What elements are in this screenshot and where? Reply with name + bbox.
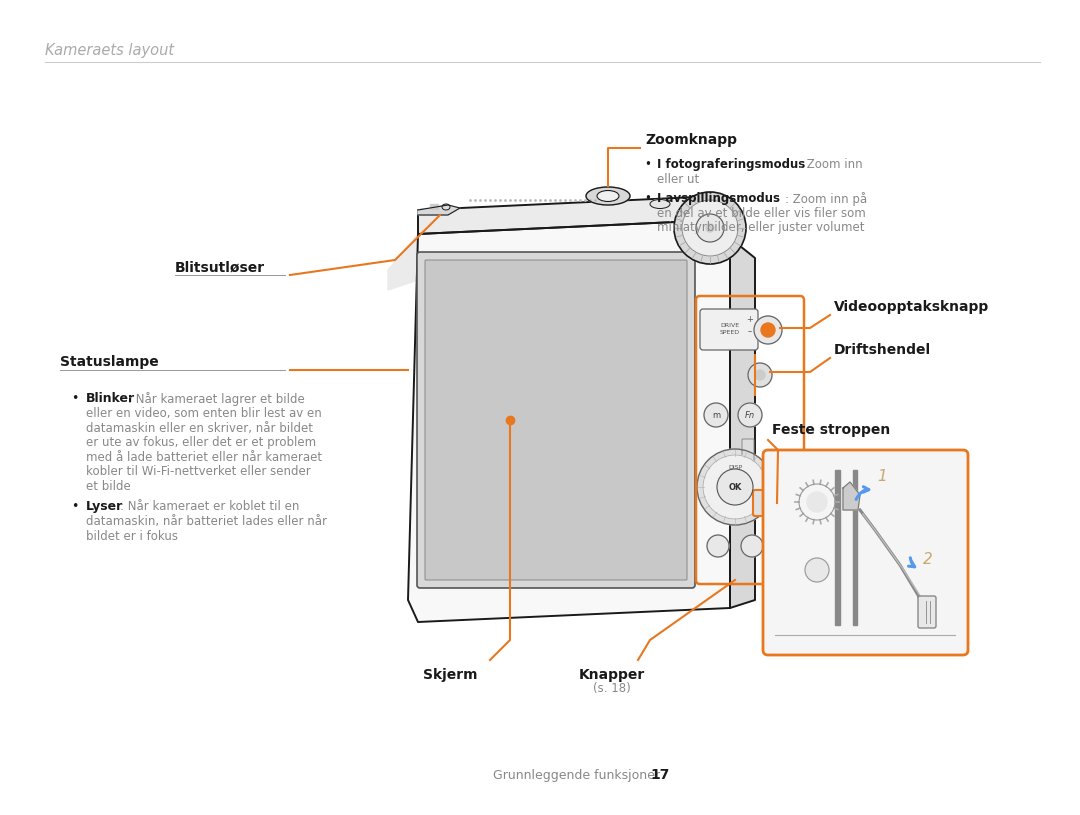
Text: OK: OK	[728, 482, 742, 491]
Text: et bilde: et bilde	[86, 479, 131, 492]
Text: •: •	[72, 500, 83, 513]
Ellipse shape	[586, 187, 630, 205]
Text: •: •	[645, 158, 656, 171]
FancyBboxPatch shape	[742, 439, 754, 486]
Circle shape	[674, 192, 746, 264]
Text: (s. 18): (s. 18)	[593, 682, 631, 695]
Polygon shape	[418, 196, 718, 234]
Text: bildet er i fokus: bildet er i fokus	[86, 530, 178, 543]
Circle shape	[707, 535, 729, 557]
Text: kobler til Wi-Fi-nettverket eller sender: kobler til Wi-Fi-nettverket eller sender	[86, 465, 311, 478]
Text: Fn: Fn	[745, 411, 755, 420]
Circle shape	[741, 535, 762, 557]
Bar	[430, 204, 438, 209]
Circle shape	[805, 558, 829, 582]
Polygon shape	[843, 482, 860, 510]
Text: Statuslampe: Statuslampe	[60, 355, 159, 369]
Text: •: •	[72, 392, 83, 405]
Circle shape	[706, 224, 714, 232]
Text: Feste stroppen: Feste stroppen	[772, 423, 890, 437]
Text: Kameraets layout: Kameraets layout	[45, 43, 174, 58]
Text: : Zoom inn: : Zoom inn	[799, 158, 863, 171]
Text: Knapper: Knapper	[579, 668, 645, 682]
Text: eller en video, som enten blir lest av en: eller en video, som enten blir lest av e…	[86, 407, 322, 420]
Text: miniatyrbilder, eller juster volumet: miniatyrbilder, eller juster volumet	[657, 221, 864, 234]
Text: 17: 17	[650, 768, 670, 782]
Text: m: m	[712, 411, 720, 420]
Text: 1: 1	[877, 469, 887, 483]
Text: Blinker: Blinker	[86, 392, 135, 405]
Text: Lyser: Lyser	[86, 500, 123, 513]
FancyBboxPatch shape	[753, 490, 779, 516]
Text: Grunnleggende funksjoner: Grunnleggende funksjoner	[492, 769, 660, 782]
Ellipse shape	[442, 204, 450, 210]
Circle shape	[738, 403, 762, 427]
Circle shape	[807, 492, 827, 512]
FancyBboxPatch shape	[762, 450, 968, 655]
Polygon shape	[408, 220, 730, 622]
Text: : Når kameraet er koblet til en: : Når kameraet er koblet til en	[120, 500, 299, 513]
Text: I avspillingsmodus: I avspillingsmodus	[657, 192, 780, 205]
Text: SPEED: SPEED	[720, 330, 740, 335]
Bar	[762, 497, 770, 509]
Circle shape	[717, 469, 753, 505]
FancyBboxPatch shape	[426, 260, 687, 580]
Ellipse shape	[650, 200, 670, 209]
Text: –: –	[747, 328, 752, 337]
Ellipse shape	[597, 191, 619, 201]
Circle shape	[704, 403, 728, 427]
Text: : Når kameraet lagrer et bilde: : Når kameraet lagrer et bilde	[129, 392, 305, 406]
Text: Zoomknapp: Zoomknapp	[645, 133, 737, 147]
Polygon shape	[418, 205, 460, 215]
Text: datamaskin, når batteriet lades eller når: datamaskin, når batteriet lades eller nå…	[86, 515, 327, 528]
FancyBboxPatch shape	[700, 309, 758, 350]
Circle shape	[703, 455, 767, 519]
Text: Skjerm: Skjerm	[422, 668, 477, 682]
Text: DISP: DISP	[728, 465, 742, 469]
Circle shape	[761, 323, 775, 337]
Text: eller ut: eller ut	[657, 173, 699, 186]
Text: 2: 2	[923, 553, 933, 567]
Circle shape	[755, 370, 765, 380]
Text: Driftshendel: Driftshendel	[834, 343, 931, 357]
Text: er ute av fokus, eller det er et problem: er ute av fokus, eller det er et problem	[86, 436, 316, 449]
Polygon shape	[730, 238, 755, 608]
Bar	[835, 470, 840, 625]
Bar	[853, 470, 858, 625]
FancyBboxPatch shape	[918, 596, 936, 628]
Circle shape	[681, 200, 738, 256]
Text: I fotograferingsmodus: I fotograferingsmodus	[657, 158, 806, 171]
Circle shape	[754, 316, 782, 344]
Text: Blitsutløser: Blitsutløser	[175, 261, 265, 275]
FancyBboxPatch shape	[417, 252, 696, 588]
Text: en del av et bilde eller vis filer som: en del av et bilde eller vis filer som	[657, 206, 866, 219]
Circle shape	[696, 214, 724, 242]
Text: : Zoom inn på: : Zoom inn på	[785, 192, 867, 206]
Polygon shape	[388, 234, 418, 290]
Text: med å lade batteriet eller når kameraet: med å lade batteriet eller når kameraet	[86, 451, 322, 464]
Text: DRIVE: DRIVE	[720, 323, 739, 328]
Circle shape	[748, 363, 772, 387]
Text: •: •	[645, 192, 656, 205]
Text: Videoopptaksknapp: Videoopptaksknapp	[834, 300, 989, 314]
Text: datamaskin eller en skriver, når bildet: datamaskin eller en skriver, når bildet	[86, 421, 313, 434]
Text: +: +	[746, 315, 754, 324]
Circle shape	[697, 449, 773, 525]
